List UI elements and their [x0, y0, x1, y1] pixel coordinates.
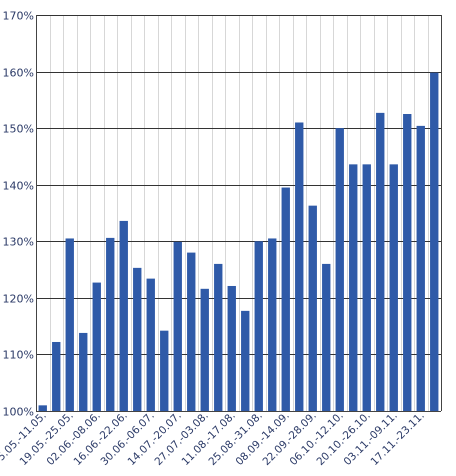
bar [119, 220, 128, 411]
y-tick-label: 130% [3, 236, 34, 249]
y-tick-label: 140% [3, 180, 34, 193]
bar [389, 164, 398, 411]
bar [322, 263, 331, 411]
y-tick-label: 150% [3, 123, 34, 136]
bar [133, 267, 142, 411]
bar [92, 282, 101, 411]
bar [187, 252, 196, 411]
bar [106, 237, 115, 411]
bar [349, 164, 358, 411]
bar [416, 125, 425, 411]
bar [227, 285, 236, 411]
bar [200, 288, 209, 411]
bar [254, 241, 263, 411]
y-tick-label: 120% [3, 293, 34, 306]
bar [281, 187, 290, 411]
vertical-gridlines [50, 15, 429, 411]
axes [36, 15, 442, 412]
bar [362, 164, 371, 411]
bar [38, 405, 47, 411]
y-tick-label: 160% [3, 67, 34, 80]
bar [376, 112, 385, 412]
x-tick-labels: 05.05.-11.05.19.05.-25.05.02.06.-08.06.1… [0, 410, 427, 468]
bar [430, 72, 439, 411]
bar [160, 330, 169, 411]
bar [308, 205, 317, 411]
bar [268, 238, 277, 411]
bar [335, 128, 344, 411]
bar [146, 278, 155, 411]
bars [38, 72, 439, 412]
bar [214, 263, 223, 411]
y-tick-label: 100% [3, 406, 34, 419]
bar [403, 114, 412, 411]
bar [173, 241, 182, 411]
y-tick-label: 170% [3, 10, 34, 23]
bar [295, 122, 304, 412]
bar [241, 310, 250, 411]
bar [52, 341, 61, 411]
y-tick-labels: 100% 110% 120% 130% 140% 150% 160% 170% [3, 10, 34, 419]
y-tick-label: 110% [3, 349, 34, 362]
bar [79, 332, 88, 411]
bar [65, 238, 74, 411]
